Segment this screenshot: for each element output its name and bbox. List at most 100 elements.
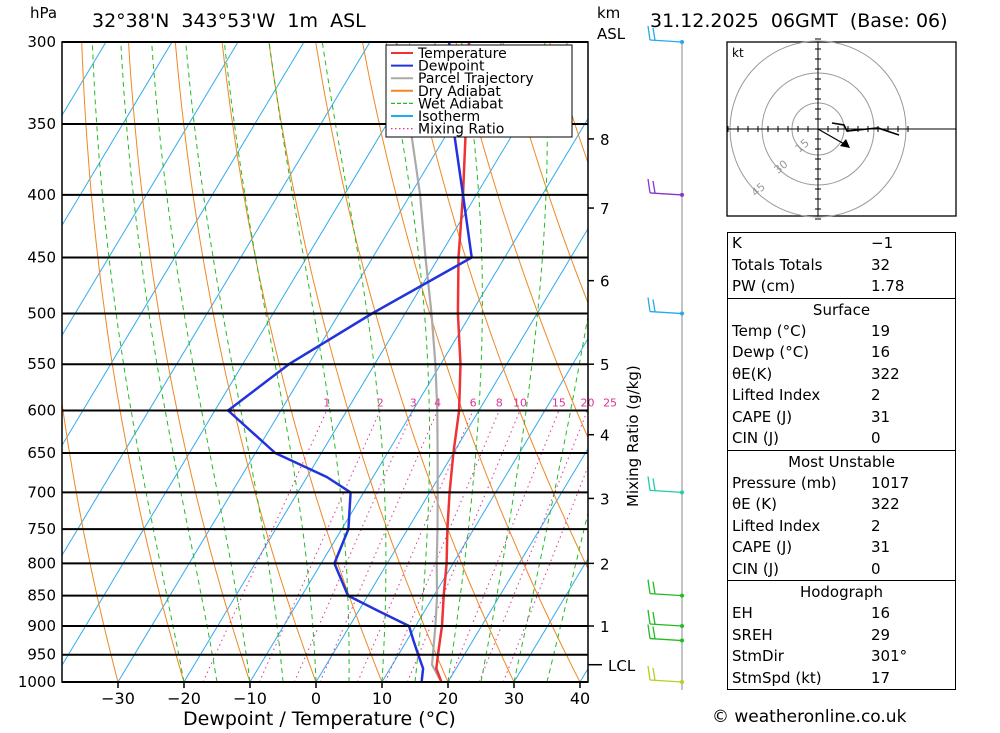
- wind-barb-flag: [647, 476, 651, 491]
- km-unit: km: [597, 4, 621, 22]
- mixing-ratio-label: 10: [513, 396, 527, 409]
- km-tick-label: 1: [600, 618, 610, 636]
- mixing-ratio-label: 3: [410, 396, 417, 409]
- wind-barb-flag: [647, 665, 651, 681]
- index-label: StmSpd (kt): [732, 668, 822, 687]
- wind-barb-dot: [680, 490, 684, 495]
- index-label: PW (cm): [732, 277, 796, 295]
- wind-barb-flag: [652, 667, 656, 681]
- legend-label: Isotherm: [418, 109, 480, 125]
- wind-barb-dot: [680, 623, 684, 628]
- pressure-tick-label: 700: [27, 483, 56, 501]
- km-tick-label: 5: [600, 356, 610, 374]
- isotherm-line: [117, 42, 503, 682]
- index-value: 1017: [871, 473, 910, 492]
- isotherm-line: [183, 42, 569, 682]
- pressure-tick-label: 600: [27, 401, 56, 419]
- wind-barb-flag: [647, 609, 651, 625]
- wind-barb-flag: [652, 180, 656, 194]
- index-row: PW (cm) 1.78: [728, 276, 955, 298]
- isotherm-line: [62, 42, 173, 227]
- pressure-tick-label: 550: [27, 355, 56, 373]
- x-tick-label: 0: [311, 689, 321, 708]
- datetime-title: 31.12.2025 06GMT (Base: 06): [650, 10, 948, 32]
- lcl-label: LCL: [608, 657, 636, 675]
- isotherm-line: [315, 227, 588, 682]
- index-row: Lifted Index 2: [728, 516, 955, 538]
- index-label: CAPE (J): [732, 407, 793, 426]
- indices-surface: Temp (°C) 19 Dewp (°C) 16 θE(K) 322 Lifted Ind…: [728, 321, 955, 450]
- wet-adiabat-line: [151, 42, 251, 682]
- mixing-ratio-line: [384, 410, 500, 682]
- index-value: 0: [871, 429, 881, 447]
- wind-barb-dot: [680, 680, 684, 684]
- isotherm-line: [381, 337, 588, 682]
- wind-barb-flag: [647, 297, 651, 312]
- wind-barb-flag: [652, 611, 656, 625]
- index-value: 32: [871, 255, 891, 274]
- index-label: SREH: [732, 625, 773, 644]
- km-tick-label: 3: [600, 490, 610, 508]
- hodograph-unit-label: kt: [732, 46, 744, 60]
- pressure-tick-label: 400: [27, 186, 56, 204]
- index-label: CIN (J): [732, 559, 780, 578]
- isotherm-line: [62, 42, 371, 557]
- wind-barb: [649, 637, 683, 642]
- index-label: Lifted Index: [732, 386, 821, 404]
- index-value: 322: [871, 364, 900, 383]
- temperature-line: [435, 42, 471, 682]
- most-unstable-header: Most Unstable: [728, 449, 955, 473]
- storm-motion-arrow: [840, 139, 850, 148]
- index-row: StmDir 301°: [728, 646, 955, 668]
- pressure-tick-label: 300: [27, 33, 56, 51]
- index-value: 16: [871, 604, 891, 622]
- mixing-ratio-line: [478, 410, 588, 682]
- index-value: 301°: [871, 647, 908, 665]
- pressure-tick-label: 350: [27, 115, 56, 133]
- isotherm-line: [513, 557, 588, 682]
- index-label: StmDir: [732, 647, 784, 665]
- mixing-ratio-line: [319, 410, 439, 682]
- x-axis-label: Dewpoint / Temperature (°C): [183, 708, 456, 730]
- wind-barb-flag: [647, 178, 651, 194]
- mixing-ratio-line: [202, 410, 328, 682]
- wind-barb-flag: [652, 299, 656, 312]
- wind-barb: [649, 192, 683, 196]
- km-tick-label: 2: [600, 555, 610, 573]
- x-tick-label: 40: [570, 689, 590, 708]
- wind-barb-dot: [680, 593, 684, 598]
- isotherm-line: [249, 117, 588, 682]
- index-row: CIN (J) 0: [728, 428, 955, 450]
- index-label: Temp (°C): [732, 321, 807, 340]
- legend-label: Dry Adiabat: [418, 84, 501, 100]
- mixing-ratio-label: 2: [377, 396, 384, 409]
- index-value: 0: [871, 559, 881, 578]
- index-label: K: [732, 234, 742, 252]
- wet-adiabat-line: [268, 42, 350, 682]
- mixing-ratio-label: 1: [323, 396, 330, 409]
- pressure-tick-label: 1000: [18, 673, 56, 691]
- index-value: 2: [871, 386, 881, 404]
- km-tick-label: 4: [600, 427, 610, 445]
- wind-barb-flag: [647, 624, 651, 639]
- wind-barb: [649, 679, 683, 683]
- x-tick-label: 20: [438, 689, 458, 708]
- plot-frame: [61, 41, 589, 683]
- index-row: θE (K) 322: [728, 494, 955, 516]
- mixing-ratio-line: [357, 410, 474, 682]
- x-tick-label: 10: [372, 689, 392, 708]
- wind-barb-flag: [647, 25, 651, 41]
- index-value: 19: [871, 321, 891, 340]
- index-label: θE(K): [732, 364, 773, 383]
- wind-barb: [649, 39, 683, 43]
- index-row: Pressure (mb) 1017: [728, 473, 955, 495]
- index-row: θE(K) 322: [728, 364, 955, 386]
- index-value: 322: [871, 495, 900, 513]
- hodograph-header: Hodograph: [728, 580, 955, 603]
- wind-barb-flag: [652, 27, 656, 41]
- wind-barb-flag: [652, 478, 656, 491]
- legend-box: [385, 44, 573, 138]
- x-tick-label: −10: [233, 689, 267, 708]
- index-row: CIN (J) 0: [728, 559, 955, 581]
